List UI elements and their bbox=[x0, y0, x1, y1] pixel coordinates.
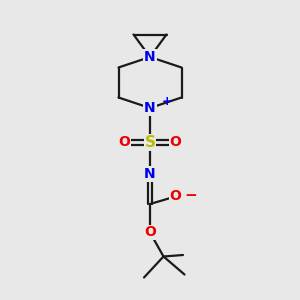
Text: N: N bbox=[144, 101, 156, 115]
Text: O: O bbox=[169, 136, 181, 149]
Text: −: − bbox=[185, 188, 197, 202]
Text: N: N bbox=[144, 50, 156, 64]
Text: +: + bbox=[161, 95, 172, 109]
Text: S: S bbox=[145, 135, 155, 150]
Text: O: O bbox=[144, 226, 156, 239]
Text: N: N bbox=[144, 167, 156, 181]
Text: O: O bbox=[118, 136, 130, 149]
Text: O: O bbox=[169, 190, 181, 203]
